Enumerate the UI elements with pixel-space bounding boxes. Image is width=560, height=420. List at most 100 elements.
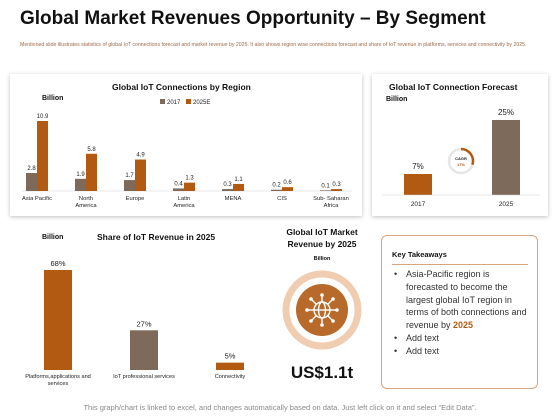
region-bar-2017: [320, 190, 331, 191]
network-node: [331, 297, 335, 301]
region-bar-2025e: [135, 159, 146, 191]
market-revenue-unit: Billion: [313, 256, 331, 262]
region-value-label-2017: 2.8: [27, 166, 36, 172]
revenue-share-bar: [130, 330, 158, 370]
region-bar-2025e: [233, 183, 244, 191]
page-title: Global Market Revenues Opportunity – By …: [20, 8, 486, 29]
region-value-label-2025e: 0.6: [283, 180, 292, 186]
cagr-badge-label: CAGR: [455, 156, 467, 161]
region-bar-2017: [222, 189, 233, 191]
region-bar-2025e: [37, 121, 48, 191]
region-category-label: MENA: [225, 196, 242, 202]
region-value-label-2017: 0.2: [272, 183, 281, 189]
region-value-label-2025e: 1.1: [234, 177, 243, 183]
takeaway-text: Asia-Pacific region is forecasted to bec…: [406, 269, 527, 331]
region-value-label-2025e: 0.3: [332, 182, 341, 188]
region-bar-2017: [26, 173, 37, 191]
region-bar-2025e: [282, 187, 293, 191]
region-value-label-2017: 0.1: [321, 183, 330, 189]
region-category-label: North: [79, 196, 93, 202]
cagr-badge-value: 17%: [457, 162, 465, 167]
revenue-share-bar: [216, 362, 244, 370]
forecast-bar: [492, 120, 520, 195]
legend-swatch-2017: [160, 99, 165, 104]
region-category-label: America: [75, 203, 97, 209]
revenue-share-category-label: IoT professional services: [113, 374, 175, 380]
region-value-label-2025e: 4.9: [136, 153, 145, 159]
network-node: [320, 323, 324, 327]
takeaway-item: • Add text: [392, 345, 532, 358]
takeaway-item: • Add text: [392, 332, 532, 345]
region-bar-2017: [75, 178, 86, 191]
market-revenue-title: Global IoT Market Revenue by 2025: [272, 227, 372, 251]
revenue-share-bar: [44, 270, 72, 370]
bullet-marker: •: [394, 345, 398, 356]
region-value-label-2017: 1.9: [76, 172, 85, 178]
region-category-label: Africa: [324, 203, 340, 209]
legend-label-2017: 2017: [167, 100, 181, 106]
region-category-label: America: [173, 203, 195, 209]
region-value-label-2025e: 1.3: [185, 176, 194, 182]
network-node: [331, 319, 335, 323]
region-value-label-2017: 1.7: [125, 173, 134, 179]
forecast-category-label: 2025: [499, 201, 514, 208]
region-bar-2025e: [331, 189, 342, 191]
revenue-share-category-label: Platforms,applications and: [25, 374, 91, 380]
key-takeaways-box: Key Takeaways • Asia-Pacific region is f…: [381, 235, 538, 389]
network-globe-icon: [305, 293, 339, 327]
takeaway-text: Add text: [406, 345, 440, 356]
forecast-bar: [404, 174, 432, 195]
region-value-label-2025e: 10.9: [37, 114, 49, 120]
revenue-share-value-label: 68%: [50, 259, 65, 268]
key-takeaways-title: Key Takeaways: [392, 250, 447, 259]
region-bar-2017: [124, 180, 135, 191]
cagr-badge-arc: [460, 147, 475, 166]
forecast-chart-title: Global IoT Connection Forecast: [389, 82, 518, 92]
takeaway-text: Add text: [406, 332, 440, 343]
network-node: [305, 308, 309, 312]
region-category-label: Asia Pacific: [22, 196, 52, 202]
revenue-share-chart-unit: Billion: [42, 234, 64, 241]
forecast-chart-unit: Billion: [386, 96, 408, 103]
market-revenue-donut-ring: [282, 270, 362, 350]
region-value-label-2025e: 5.8: [87, 147, 96, 153]
connections-by-region-panel: [10, 74, 362, 216]
key-takeaways-divider: [392, 264, 528, 265]
region-bar-2025e: [86, 153, 97, 191]
network-node: [335, 308, 339, 312]
region-bar-2017: [271, 189, 282, 191]
region-bar-2025e: [184, 182, 195, 191]
legend-swatch-2025e: [186, 99, 191, 104]
takeaway-item: • Asia-Pacific region is forecasted to b…: [392, 268, 532, 332]
footer-note: This graph/chart is linked to excel, and…: [83, 403, 477, 412]
revenue-share-category-label: Connectivity: [215, 374, 246, 380]
region-value-label-2017: 0.4: [174, 181, 183, 187]
forecast-value-label: 25%: [498, 108, 514, 117]
bullet-marker: •: [394, 332, 398, 343]
region-chart-unit: Billion: [42, 95, 64, 102]
network-node: [320, 293, 324, 297]
forecast-value-label: 7%: [412, 162, 424, 171]
revenue-share-value-label: 27%: [136, 319, 151, 328]
network-node: [309, 297, 313, 301]
region-chart-title: Global IoT Connections by Region: [112, 82, 251, 92]
region-category-label: Latin: [178, 196, 191, 202]
region-category-label: Europe: [126, 196, 145, 202]
market-revenue-value: US$1.1t: [290, 363, 354, 382]
market-revenue-title-line1: Global IoT Market: [286, 227, 358, 237]
forecast-category-label: 2017: [411, 201, 426, 208]
page-subtitle: Mentioned slide illustrates statistics o…: [20, 42, 527, 48]
market-revenue-title-line2: Revenue by 2025: [287, 238, 357, 249]
revenue-share-value-label: 5%: [225, 352, 236, 361]
region-bar-2017: [173, 188, 184, 191]
takeaway-highlight: 2025: [453, 320, 474, 331]
region-category-label: Sub- Saharan: [313, 196, 349, 202]
network-node: [309, 319, 313, 323]
bullet-marker: •: [394, 269, 398, 279]
revenue-share-category-label: services: [48, 381, 69, 387]
revenue-share-chart-title: Share of IoT Revenue in 2025: [97, 232, 216, 242]
legend-label-2025e: 2025E: [193, 100, 210, 106]
region-value-label-2017: 0.3: [223, 182, 232, 188]
region-category-label: CIS: [277, 196, 287, 202]
